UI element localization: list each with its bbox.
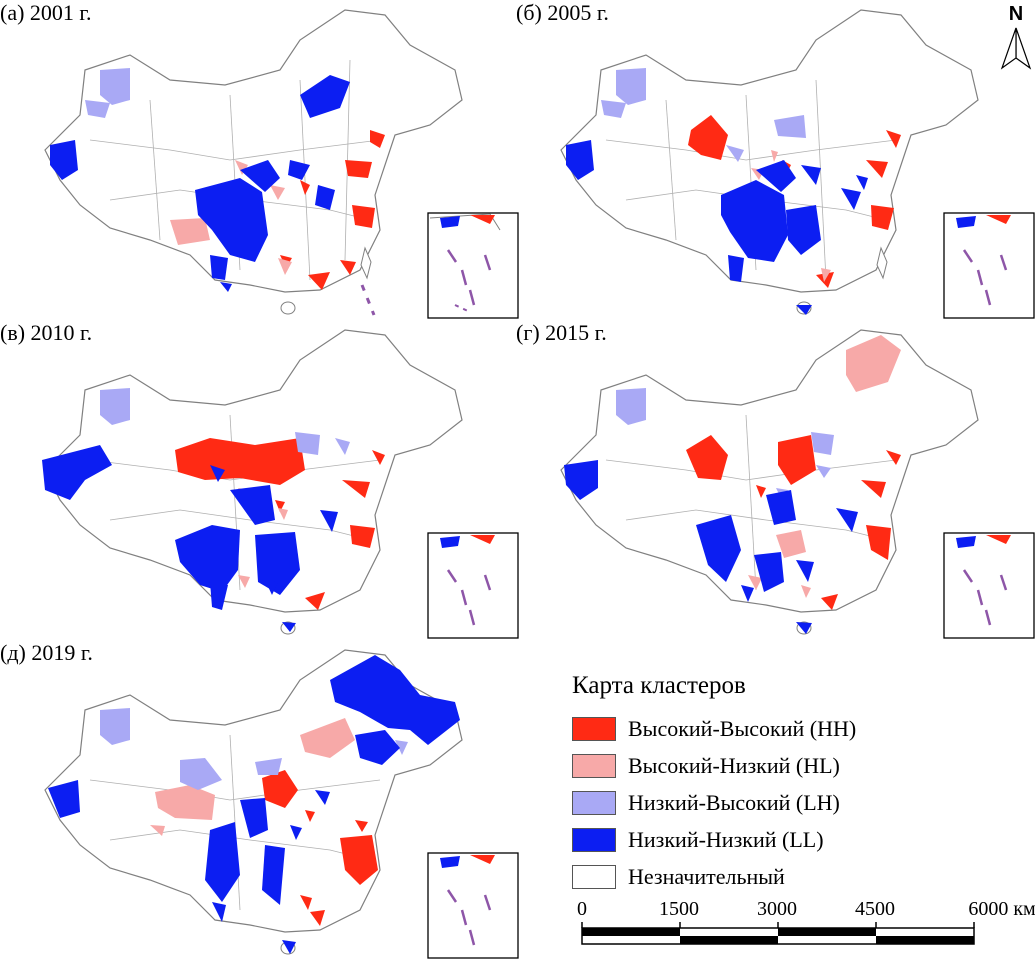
scale-tick-label: 3000 [757, 898, 797, 920]
legend-swatch-ll [572, 827, 616, 852]
legend-swatch-hh [572, 716, 616, 741]
hh-clusters [686, 435, 901, 610]
legend: Карта кластеров Высокий-Высокий (HH) Выс… [572, 672, 1032, 895]
hl-clusters [170, 160, 292, 275]
ll-clusters [48, 655, 460, 954]
inset-box [427, 852, 519, 959]
legend-label: Высокий-Высокий (HH) [628, 715, 857, 741]
china-outline [560, 9, 979, 315]
panel-label: (а) 2001 г. [0, 0, 92, 25]
inset-box [427, 212, 519, 319]
map-panel-2015: (г) 2015 г. [516, 320, 1035, 640]
panel-label: (в) 2010 г. [0, 320, 93, 345]
china-outline [44, 9, 463, 316]
panel-label: (б) 2005 г. [516, 0, 609, 25]
legend-label: Низкий-Высокий (LH) [628, 789, 840, 815]
cluster-map [44, 649, 519, 959]
ll-clusters [50, 75, 350, 292]
cluster-map [560, 329, 1035, 639]
legend-item-hl: Высокий-Низкий (HL) [572, 747, 1032, 784]
china-outline [44, 329, 463, 635]
scale-tick-label: 1500 [659, 898, 699, 920]
scale-tick-label: 0 [577, 898, 587, 920]
legend-label: Высокий-Низкий (HL) [628, 752, 840, 778]
lh-clusters [100, 388, 350, 455]
legend-item-hh: Высокий-Высокий (HH) [572, 710, 1032, 747]
inset-box [427, 532, 519, 639]
map-panel-2010: (в) 2010 г. [0, 320, 519, 640]
north-arrow-icon: N [1000, 3, 1032, 70]
hh-clusters [262, 770, 378, 926]
hl-clusters [748, 335, 901, 598]
legend-item-insignificant: Незначительный [572, 858, 1032, 895]
north-arrow: N [996, 2, 1035, 72]
ll-clusters [566, 140, 868, 315]
ll-clusters [564, 460, 858, 634]
lh-clusters [100, 708, 408, 790]
legend-label: Незначительный [628, 863, 785, 889]
scale-bar: 0 1500 3000 4500 6000 км [572, 898, 1035, 958]
legend-label: Низкий-Низкий (LL) [628, 826, 824, 852]
scale-bar-graphic [581, 922, 975, 945]
cluster-map [560, 9, 1035, 319]
panel-label: (д) 2019 г. [0, 640, 93, 665]
cluster-map [44, 9, 519, 319]
legend-item-ll: Низкий-Низкий (LL) [572, 821, 1032, 858]
legend-title: Карта кластеров [572, 672, 746, 699]
north-label: N [1009, 3, 1023, 25]
legend-swatch-hl [572, 753, 616, 778]
panel-label: (г) 2015 г. [516, 320, 607, 345]
legend-swatch-insignificant [572, 864, 616, 889]
lh-clusters [601, 68, 806, 162]
legend-item-lh: Низкий-Высокий (LH) [572, 784, 1032, 821]
map-panel-2005: (б) 2005 г. [516, 0, 1035, 320]
map-panel-2019: (д) 2019 г. [0, 640, 519, 960]
cluster-map [42, 329, 519, 639]
scale-tick-label: 4500 [855, 898, 895, 920]
inset-box [943, 212, 1035, 319]
inset-box [943, 532, 1035, 639]
map-panel-2001: (а) 2001 г. [0, 0, 519, 320]
ll-clusters [42, 445, 338, 632]
scale-tick-label: 6000 км [968, 898, 1035, 920]
legend-swatch-lh [572, 790, 616, 815]
hh-clusters [175, 438, 385, 610]
